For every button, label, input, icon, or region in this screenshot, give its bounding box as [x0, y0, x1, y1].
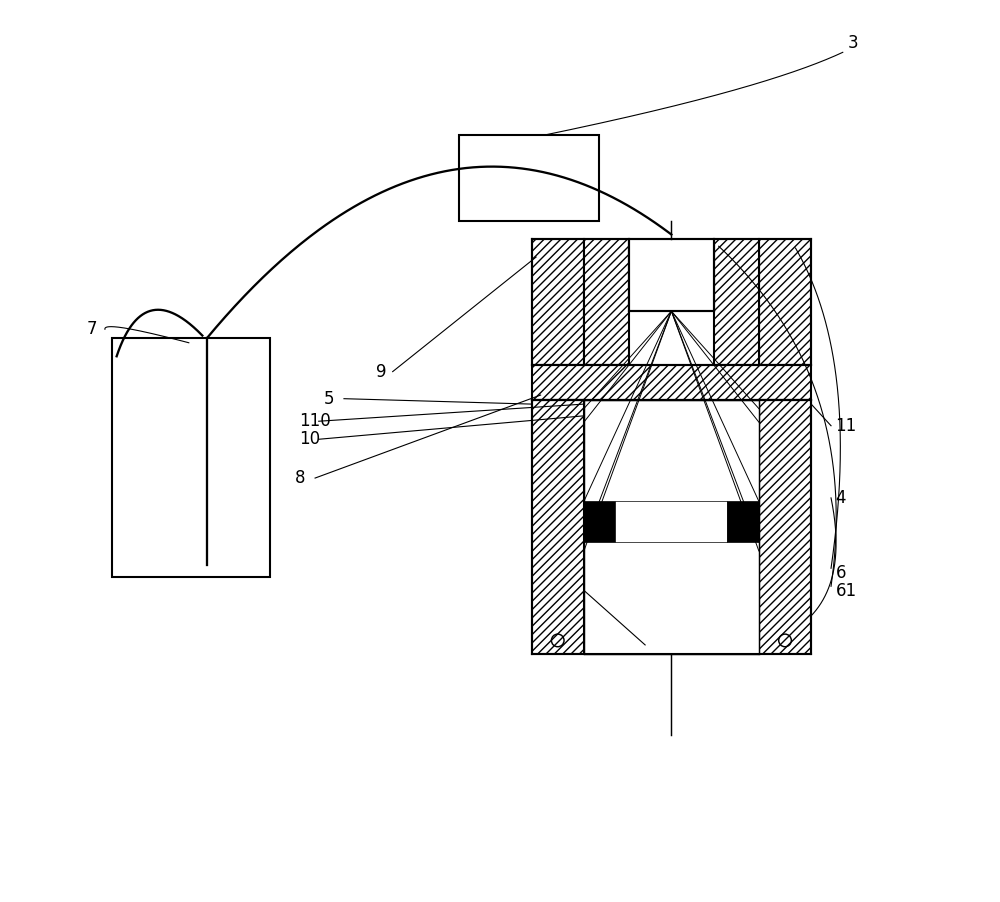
Text: 11: 11 [836, 417, 857, 435]
Bar [759, 400, 811, 654]
Bar [714, 239, 759, 365]
Bar [532, 239, 584, 365]
Text: 5: 5 [324, 390, 335, 408]
Text: 9: 9 [376, 363, 387, 381]
Bar [532, 365, 811, 400]
Bar [759, 239, 811, 365]
Text: 10: 10 [299, 430, 320, 448]
Bar [112, 338, 270, 577]
Text: 4: 4 [836, 489, 846, 507]
Text: 110: 110 [299, 412, 331, 430]
Text: 7: 7 [87, 320, 97, 338]
Bar [584, 502, 615, 542]
Bar [615, 502, 727, 542]
Bar [584, 239, 629, 365]
Bar [629, 239, 714, 311]
Text: 8: 8 [295, 469, 306, 487]
Bar [459, 135, 599, 221]
Bar [532, 400, 584, 654]
Text: 3: 3 [847, 34, 858, 52]
Text: 6: 6 [836, 564, 846, 582]
Text: 61: 61 [836, 582, 857, 600]
Bar [727, 502, 759, 542]
Bar [584, 400, 759, 654]
